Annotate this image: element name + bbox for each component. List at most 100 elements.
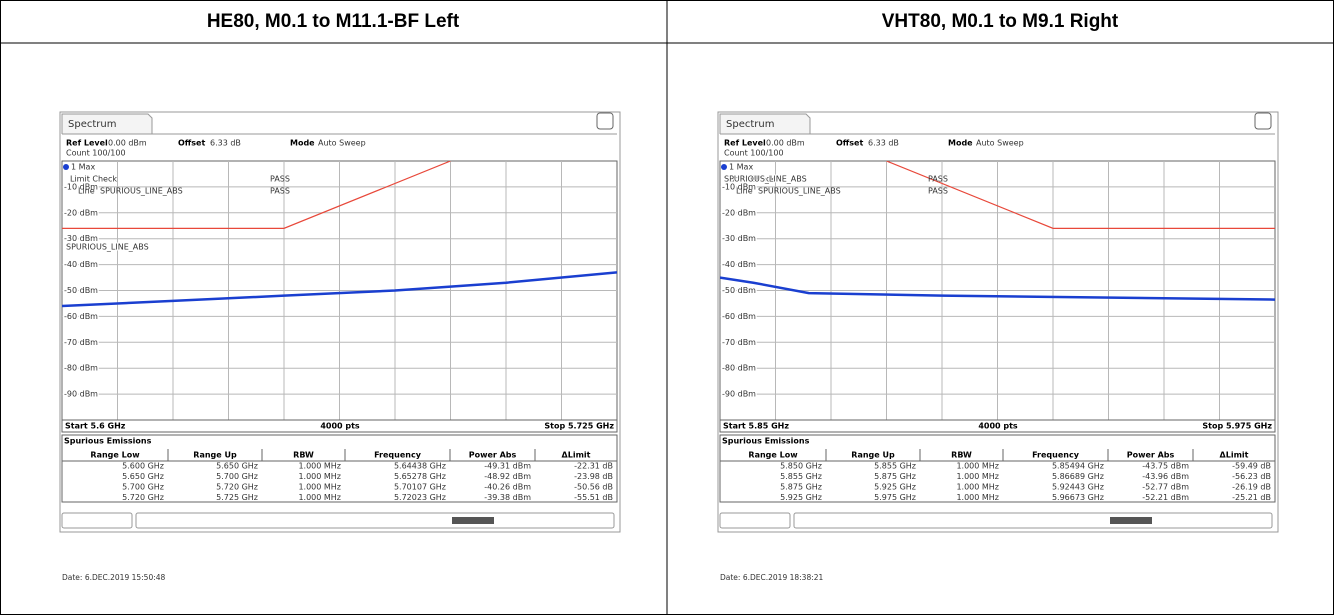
- y-label: -50 dBm: [722, 286, 756, 295]
- table-cell: 5.725 GHz: [216, 493, 258, 502]
- table-cell: -52.21 dBm: [1142, 493, 1189, 502]
- table-cell: 5.975 GHz: [874, 493, 916, 502]
- spectrum-screenshot: Spectrum Ref Level 0.00 dBm Offset 6.33 dB Mo…: [59, 111, 621, 582]
- trace: [62, 271, 617, 308]
- progress: [1110, 517, 1152, 524]
- table-cell: 5.85494 GHz: [1052, 462, 1104, 471]
- start-label: Start 5.85 GHz: [723, 422, 789, 431]
- table-cell: -48.92 dBm: [484, 472, 531, 481]
- trace: [720, 276, 1275, 301]
- count: Count 100/100: [724, 149, 784, 158]
- table-cell: 1.000 MHz: [956, 493, 999, 502]
- column-header: ΔLimit: [562, 451, 591, 460]
- table-cell: -59.49 dB: [1232, 462, 1271, 471]
- table-cell: 5.96673 GHz: [1052, 493, 1104, 502]
- table-cell: 5.700 GHz: [216, 472, 258, 481]
- column-header: Power Abs: [469, 451, 517, 460]
- ref-level-label: Ref Level: [66, 139, 108, 148]
- y-label: -50 dBm: [64, 286, 98, 295]
- y-label: -20 dBm: [64, 208, 98, 217]
- column-header: Range Low: [90, 451, 140, 460]
- table-cell: 5.72023 GHz: [394, 493, 446, 502]
- offset-label: Offset: [178, 139, 205, 148]
- table-cell: 5.64438 GHz: [394, 462, 446, 471]
- table-cell: -55.51 dB: [574, 493, 613, 502]
- table-cell: -40.26 dBm: [484, 483, 531, 492]
- table-cell: 1.000 MHz: [298, 472, 341, 481]
- tab: [719, 113, 811, 134]
- table-cell: 5.700 GHz: [122, 483, 164, 492]
- spectrum-screenshot: Spectrum Ref Level 0.00 dBm Offset 6.33 dB Mo…: [717, 111, 1279, 582]
- limit-line: [886, 161, 1275, 229]
- status-box: [793, 512, 1273, 529]
- table-cell: -56.23 dB: [1232, 472, 1271, 481]
- trace-label: 1 Max: [729, 163, 753, 172]
- limit-result: PASS: [928, 175, 948, 184]
- y-label: -60 dBm: [64, 312, 98, 321]
- date: Date: 6.DEC.2019 18:38:21: [720, 573, 824, 582]
- table-cell: 1.000 MHz: [956, 483, 999, 492]
- table-cell: 5.875 GHz: [874, 472, 916, 481]
- points-label: 4000 pts: [320, 422, 360, 431]
- y-label: -30 dBm: [722, 234, 756, 243]
- table-cell: -39.38 dBm: [484, 493, 531, 502]
- table-cell: -52.77 dBm: [1142, 483, 1189, 492]
- table-cell: -43.96 dBm: [1142, 472, 1189, 481]
- table-cell: 1.000 MHz: [298, 493, 341, 502]
- limit-check: Limit Check: [728, 175, 775, 184]
- column-header: Range Up: [851, 451, 895, 460]
- table-cell: 1.000 MHz: [298, 483, 341, 492]
- offset: 6.33 dB: [210, 139, 241, 148]
- y-label: -90 dBm: [64, 390, 98, 399]
- table-cell: 5.650 GHz: [216, 462, 258, 471]
- line-result: PASS: [928, 187, 948, 196]
- tab-label: Spectrum: [68, 119, 116, 130]
- tab-label: Spectrum: [726, 119, 774, 130]
- table-cell: -49.31 dBm: [484, 462, 531, 471]
- status-box: [135, 512, 615, 529]
- table-cell: 5.925 GHz: [780, 493, 822, 502]
- y-label: -40 dBm: [64, 260, 98, 269]
- header-cell: HE80, M0.1 to M11.1-BF Left: [207, 11, 460, 32]
- count: Count 100/100: [66, 149, 126, 158]
- y-label: -80 dBm: [722, 364, 756, 373]
- table-cell: 5.86689 GHz: [1052, 472, 1104, 481]
- limit-tag: SPURIOUS_LINE_ABS: [66, 243, 149, 252]
- table-cell: 1.000 MHz: [298, 462, 341, 471]
- table-cell: 5.720 GHz: [216, 483, 258, 492]
- mode: Auto Sweep: [976, 139, 1024, 148]
- column-header: ΔLimit: [1220, 451, 1249, 460]
- table-cell: -25.21 dB: [1232, 493, 1271, 502]
- table-cell: 1.000 MHz: [956, 462, 999, 471]
- table-box: [719, 434, 1276, 503]
- y-label: -10 dBm: [64, 182, 98, 191]
- table-cell: -23.98 dB: [574, 472, 613, 481]
- status-box: [61, 512, 133, 529]
- y-label: -80 dBm: [64, 364, 98, 373]
- table-cell: 5.600 GHz: [122, 462, 164, 471]
- y-label: -10 dBm: [722, 182, 756, 191]
- start-label: Start 5.6 GHz: [65, 422, 126, 431]
- ref-level: 0.00 dBm: [108, 139, 147, 148]
- table-cell: -22.31 dB: [574, 462, 613, 471]
- table-cell: 5.925 GHz: [874, 483, 916, 492]
- line-label: Line: [736, 187, 753, 196]
- axis-row: [719, 419, 1276, 433]
- table-cell: -26.19 dB: [1232, 483, 1271, 492]
- y-label: -90 dBm: [722, 390, 756, 399]
- limit-check: Limit Check: [70, 175, 117, 184]
- table-cell: 1.000 MHz: [956, 472, 999, 481]
- y-label: -30 dBm: [64, 234, 98, 243]
- ref-level: 0.00 dBm: [766, 139, 805, 148]
- limit-result: PASS: [270, 175, 290, 184]
- stop-label: Stop 5.725 GHz: [544, 422, 614, 431]
- table-cell: -43.75 dBm: [1142, 462, 1189, 471]
- y-label: -60 dBm: [722, 312, 756, 321]
- column-header: Range Up: [193, 451, 237, 460]
- y-label: -70 dBm: [722, 338, 756, 347]
- table-cell: 5.70107 GHz: [394, 483, 446, 492]
- icon: [596, 112, 614, 130]
- table-title: Spurious Emissions: [64, 437, 152, 446]
- limit-line: [62, 161, 451, 229]
- table-cell: 5.875 GHz: [780, 483, 822, 492]
